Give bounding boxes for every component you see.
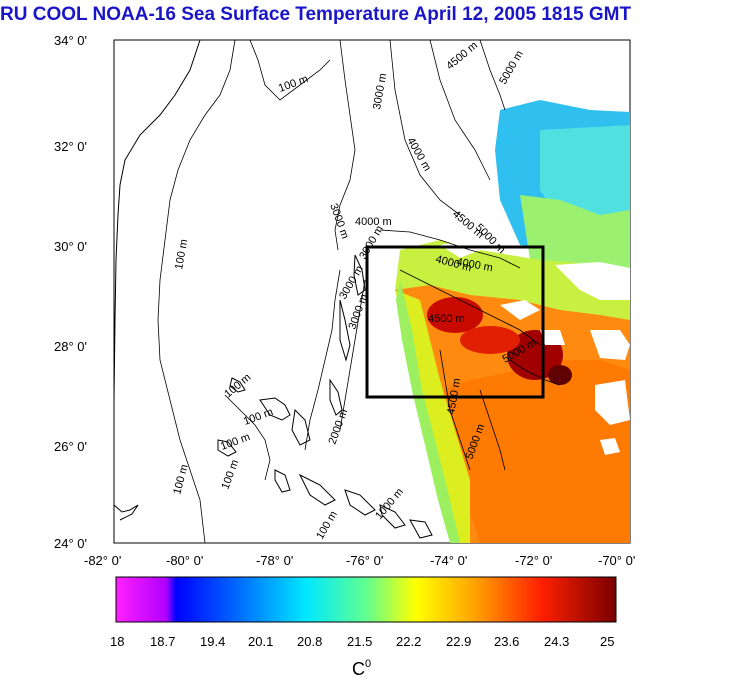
lon-label-80: -80° 0' xyxy=(166,553,203,568)
contour-label: 4500 m xyxy=(428,313,465,325)
colorbar-unit-label: C xyxy=(352,659,365,679)
colorbar-tick: 23.6 xyxy=(494,634,519,649)
colorbar-tick: 21.5 xyxy=(347,634,372,649)
latitude-labels: 34° 0' 32° 0' 30° 0' 28° 0' 26° 0' 24° 0… xyxy=(54,33,87,551)
sst-swath xyxy=(395,100,630,543)
colorbar xyxy=(115,576,617,623)
lat-label-34: 34° 0' xyxy=(54,33,87,48)
lon-label-72: -72° 0' xyxy=(515,553,552,568)
colorbar-tick: 18 xyxy=(110,634,124,649)
colorbar-tick: 20.1 xyxy=(248,634,273,649)
lon-label-70: -70° 0' xyxy=(598,553,635,568)
colorbar-tick: 19.4 xyxy=(200,634,225,649)
contour-label: 4000 m xyxy=(355,216,392,228)
lon-label-78: -78° 0' xyxy=(256,553,293,568)
colorbar-tick: 18.7 xyxy=(150,634,175,649)
lon-label-74: -74° 0' xyxy=(430,553,467,568)
contour-label: 100 m xyxy=(173,238,190,270)
colorbar-tick: 22.9 xyxy=(446,634,471,649)
colorbar-tick: 20.8 xyxy=(297,634,322,649)
longitude-labels: -82° 0' -80° 0' -78° 0' -76° 0' -74° 0' … xyxy=(84,553,635,568)
colorbar-tick: 25 xyxy=(600,634,614,649)
lat-label-28: 28° 0' xyxy=(54,339,87,354)
study-area-box xyxy=(365,245,545,399)
lat-label-32: 32° 0' xyxy=(54,139,87,154)
coastlines xyxy=(113,39,433,539)
colorbar-unit-super: 0 xyxy=(365,658,371,670)
lat-label-26: 26° 0' xyxy=(54,439,87,454)
colorbar-tick: 24.3 xyxy=(544,634,569,649)
colorbar-tick: 22.2 xyxy=(396,634,421,649)
lon-label-76: -76° 0' xyxy=(346,553,383,568)
colorbar-ticks: 18 18.7 19.4 20.1 20.8 21.5 22.2 22.9 23… xyxy=(110,634,614,649)
map-title: RU COOL NOAA-16 Sea Surface Temperature … xyxy=(0,4,632,25)
lon-label-82: -82° 0' xyxy=(84,553,121,568)
bathymetry-contours xyxy=(157,39,561,544)
lat-label-24: 24° 0' xyxy=(54,536,87,551)
lat-label-30: 30° 0' xyxy=(54,239,87,254)
colorbar-unit: C0 xyxy=(352,658,371,679)
